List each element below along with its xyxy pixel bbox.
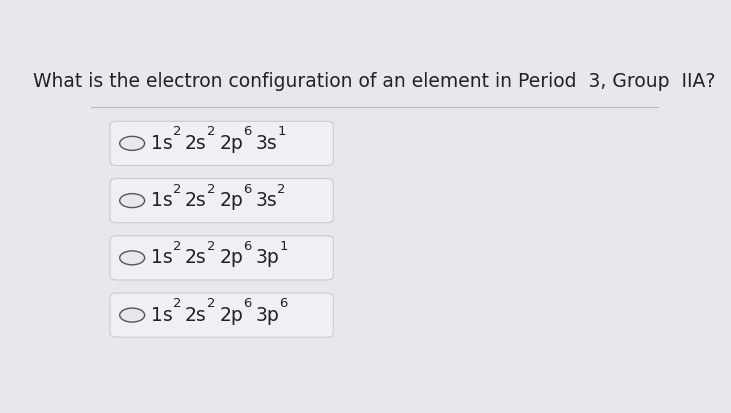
Text: 2: 2	[173, 126, 181, 138]
Text: 6: 6	[243, 183, 251, 196]
FancyBboxPatch shape	[110, 293, 333, 337]
Text: 1: 1	[279, 240, 287, 253]
Text: What is the electron configuration of an element in Period  3, Group  IIA?: What is the electron configuration of an…	[34, 72, 716, 91]
Text: 2: 2	[277, 183, 286, 196]
Text: 2p: 2p	[219, 191, 243, 210]
Text: 1s: 1s	[151, 248, 173, 267]
Text: 2: 2	[173, 297, 181, 310]
Text: 6: 6	[243, 240, 251, 253]
FancyBboxPatch shape	[110, 121, 333, 166]
Text: 6: 6	[243, 126, 251, 138]
Text: 1s: 1s	[151, 191, 173, 210]
Circle shape	[120, 194, 145, 208]
Text: 2: 2	[207, 126, 216, 138]
Text: 3p: 3p	[255, 306, 279, 325]
Text: 3s: 3s	[255, 191, 277, 210]
Text: 2: 2	[207, 183, 216, 196]
Text: 6: 6	[243, 297, 251, 310]
Text: 1: 1	[277, 126, 286, 138]
Text: 2: 2	[173, 183, 181, 196]
Text: 2s: 2s	[185, 134, 207, 153]
Text: 2p: 2p	[219, 248, 243, 267]
Text: 3s: 3s	[255, 134, 277, 153]
Text: 2s: 2s	[185, 306, 207, 325]
FancyBboxPatch shape	[110, 178, 333, 223]
FancyBboxPatch shape	[110, 236, 333, 280]
Text: 2p: 2p	[219, 306, 243, 325]
Text: 2: 2	[173, 240, 181, 253]
Text: 3p: 3p	[255, 248, 279, 267]
Text: 2s: 2s	[185, 248, 207, 267]
Text: 1s: 1s	[151, 134, 173, 153]
Text: 6: 6	[279, 297, 287, 310]
Circle shape	[120, 136, 145, 150]
Circle shape	[120, 308, 145, 322]
Text: 2p: 2p	[219, 134, 243, 153]
Circle shape	[120, 251, 145, 265]
Text: 2: 2	[207, 297, 216, 310]
Text: 1s: 1s	[151, 306, 173, 325]
Text: 2: 2	[207, 240, 216, 253]
Text: 2s: 2s	[185, 191, 207, 210]
